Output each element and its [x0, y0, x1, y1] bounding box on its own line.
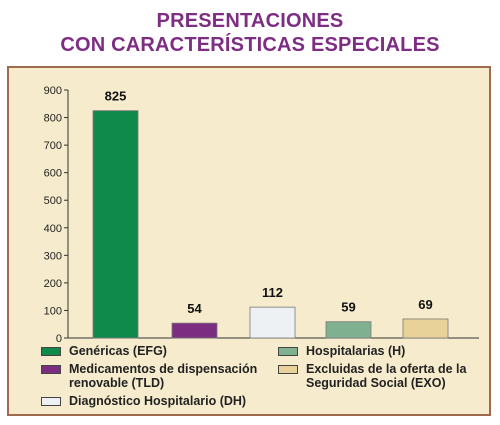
y-tick-label-100: 100 — [44, 305, 62, 317]
y-tick-label-600: 600 — [44, 168, 62, 180]
legend-swatch-dh — [41, 397, 61, 406]
legend-label-exo-1: Excluidas de la oferta de la — [306, 362, 467, 376]
bar-chart: 0 100 200 300 400 500 600 700 800 900 825 54 112 59 69 — [44, 85, 479, 343]
chart-panel: 0 100 200 300 400 500 600 700 800 900 825 54 112 59 69… — [7, 66, 491, 416]
bar-efg — [92, 110, 139, 339]
data-label-dh: 112 — [262, 285, 283, 300]
bar-exo — [402, 318, 449, 339]
legend-label-tld-2: renovable (TLD) — [69, 376, 165, 390]
data-label-tld: 54 — [187, 301, 202, 316]
legend-swatch-exo — [278, 365, 298, 374]
y-tick-label-300: 300 — [44, 250, 62, 262]
y-tick-label-800: 800 — [44, 113, 62, 125]
y-tick-label-0: 0 — [56, 333, 62, 343]
y-tick-label-200: 200 — [44, 278, 62, 290]
legend-label-efg: Genéricas (EFG) — [69, 344, 167, 358]
data-label-exo: 69 — [418, 297, 432, 312]
legend-label-h: Hospitalarias (H) — [306, 344, 406, 358]
legend-label-exo-2: Seguridad Social (EXO) — [306, 376, 446, 390]
chart-title-line-1: PRESENTACIONES — [156, 10, 344, 32]
bar-tld — [171, 322, 218, 339]
y-tick-label-900: 900 — [44, 85, 62, 97]
data-label-h: 59 — [341, 300, 355, 315]
legend-label-tld-1: Medicamentos de dispensación — [69, 362, 258, 376]
bar-dh — [249, 306, 296, 339]
legend-swatch-efg — [41, 347, 61, 356]
bar-h — [325, 321, 372, 339]
y-tick-label-500: 500 — [44, 195, 62, 207]
data-label-efg: 825 — [105, 89, 127, 104]
y-tick-label-700: 700 — [44, 140, 62, 152]
legend-label-dh: Diagnóstico Hospitalario (DH) — [69, 394, 247, 408]
legend-swatch-h — [278, 347, 298, 356]
y-tick-label-400: 400 — [44, 223, 62, 235]
chart-title-line-2: CON CARACTERÍSTICAS ESPECIALES — [60, 34, 440, 56]
legend-swatch-tld — [41, 365, 61, 374]
